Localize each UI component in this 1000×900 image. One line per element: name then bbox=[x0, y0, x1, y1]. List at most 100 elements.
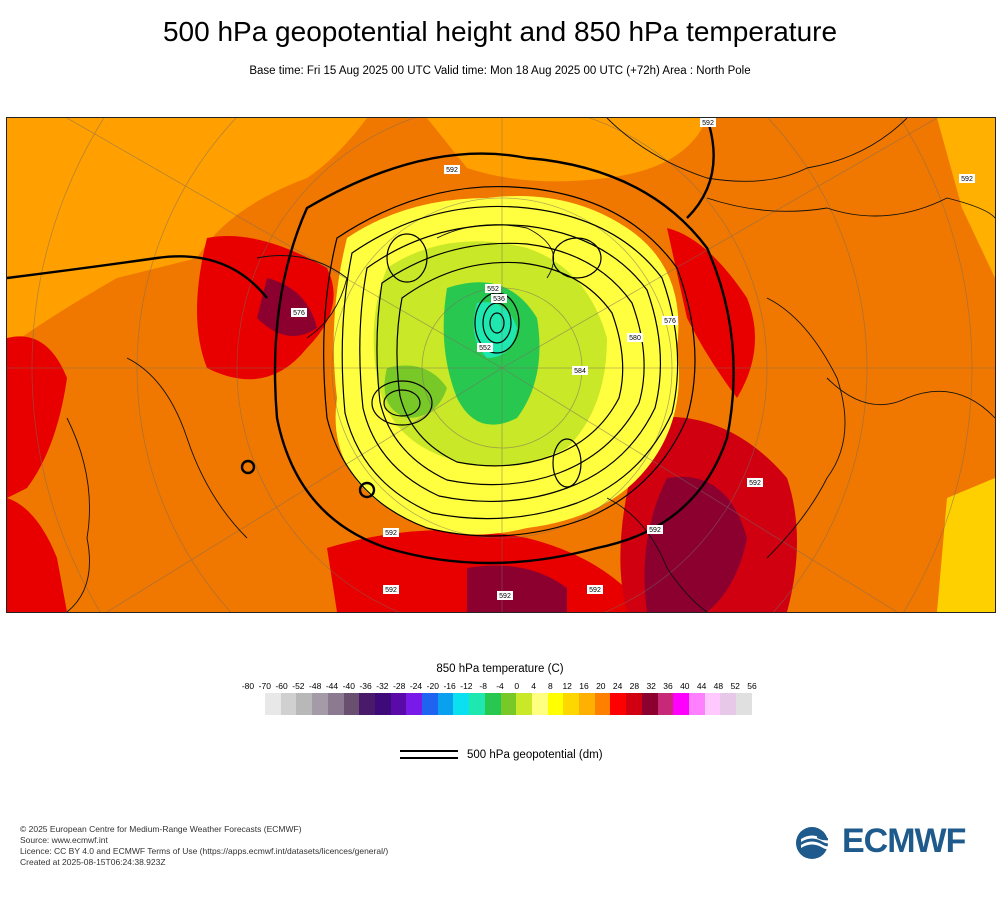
contour-label-2: 592 bbox=[385, 530, 397, 537]
legend-swatch bbox=[547, 693, 564, 715]
legend-swatch bbox=[657, 693, 674, 715]
legend-swatch bbox=[500, 693, 517, 715]
legend-tick-label: 48 bbox=[713, 681, 724, 691]
coastlines bbox=[66, 118, 995, 612]
credits: © 2025 European Centre for Medium-Range … bbox=[20, 824, 388, 868]
legend-tick-label: -12 bbox=[460, 681, 473, 691]
legend-swatch bbox=[484, 693, 501, 715]
legend-tick-label: 44 bbox=[696, 681, 707, 691]
legend-swatch bbox=[704, 693, 721, 715]
legend-tick-label: -24 bbox=[409, 681, 423, 691]
legend-swatch bbox=[736, 693, 752, 715]
contour-label-4: 592 bbox=[702, 120, 714, 127]
ecmwf-wordmark: ECMWF bbox=[842, 822, 966, 860]
contour-label-11: 536 bbox=[493, 296, 505, 303]
legend-swatch bbox=[422, 693, 438, 715]
legend-tick-label: 56 bbox=[747, 681, 757, 691]
legend-tick-label: -44 bbox=[325, 681, 339, 691]
legend-tick-label: 0 bbox=[514, 681, 520, 691]
legend-tick-label: -28 bbox=[393, 681, 406, 691]
map-panel[interactable]: 592 592 592 592 584 580 576 576 552 552 … bbox=[6, 117, 996, 613]
legend-title: 850 hPa temperature (C) bbox=[436, 663, 564, 675]
contour-label-16: 592 bbox=[961, 176, 973, 183]
contour-label-13: 592 bbox=[385, 587, 397, 594]
legend-tick-label: 32 bbox=[646, 681, 656, 691]
legend-tick-label: 24 bbox=[612, 681, 623, 691]
contour-label-7: 576 bbox=[664, 318, 676, 325]
legend-swatch bbox=[406, 693, 423, 715]
legend-tick-label: 20 bbox=[596, 681, 606, 691]
credits-copyright: © 2025 European Centre for Medium-Range … bbox=[20, 824, 302, 834]
legend-tick-label: -32 bbox=[376, 681, 389, 691]
contour-label-15: 592 bbox=[589, 587, 601, 594]
polar-map: 592 592 592 592 584 580 576 576 552 552 … bbox=[7, 118, 995, 612]
legend-tick-label: 8 bbox=[548, 681, 553, 691]
legend-tick-label: -48 bbox=[309, 681, 322, 691]
contour-label-10: 552 bbox=[479, 345, 491, 352]
credits-created: Created at 2025-08-15T06:24:38.923Z bbox=[20, 857, 166, 867]
legend-tick-label: -52 bbox=[292, 681, 305, 691]
legend-tick-label: -40 bbox=[342, 681, 355, 691]
contour-legend-line-icon bbox=[400, 750, 458, 764]
contour-label-14: 592 bbox=[649, 527, 661, 534]
temp-region-red-sw bbox=[7, 498, 67, 612]
contour-label-12: 592 bbox=[749, 480, 761, 487]
legend-tick-label: -4 bbox=[496, 681, 504, 691]
legend-tick-label: -16 bbox=[443, 681, 456, 691]
temp-region-ne bbox=[937, 118, 995, 278]
temp-region-darkred-w bbox=[257, 278, 317, 336]
legend-swatch bbox=[390, 693, 407, 715]
legend-swatch bbox=[359, 693, 375, 715]
chart-title: 500 hPa geopotential height and 850 hPa … bbox=[162, 16, 838, 47]
contour-label-6: 580 bbox=[629, 335, 641, 342]
legend-swatch bbox=[296, 693, 313, 715]
contour-legend-label: 500 hPa geopotential (dm) bbox=[467, 749, 603, 761]
legend-swatch bbox=[265, 693, 281, 715]
legend-swatch bbox=[280, 693, 297, 715]
legend-swatch bbox=[673, 693, 689, 715]
legend-tick-label: 4 bbox=[531, 681, 536, 691]
credits-licence: Licence: CC BY 4.0 and ECMWF Terms of Us… bbox=[20, 846, 389, 856]
legend-swatch bbox=[594, 693, 611, 715]
contour-labels: 592 592 592 592 584 580 576 576 552 552 … bbox=[291, 118, 975, 600]
legend-swatch bbox=[563, 693, 580, 715]
legend-tick-label: 36 bbox=[663, 681, 673, 691]
contour-label-5: 584 bbox=[574, 368, 586, 375]
legend-swatch bbox=[374, 693, 391, 715]
legend-swatch bbox=[641, 693, 658, 715]
temp-region-darkred-se bbox=[644, 476, 747, 612]
temp-region-se bbox=[937, 478, 995, 612]
legend-swatch bbox=[312, 693, 328, 715]
legend-swatch bbox=[688, 693, 705, 715]
legend-ticks: -80 -70 -60 -52 -48 -44 -40 -36 -32 -28 -24 -20 -16-… bbox=[237, 681, 757, 693]
ecmwf-logo-icon bbox=[796, 827, 839, 859]
legend-tick-label: -60 bbox=[275, 681, 288, 691]
legend-swatch bbox=[343, 693, 360, 715]
legend-swatch bbox=[720, 693, 737, 715]
ecmwf-logo: ECMWF bbox=[795, 822, 985, 862]
chart-subtitle: Base time: Fri 15 Aug 2025 00 UTC Valid … bbox=[249, 65, 751, 77]
temp-region-red-far-w bbox=[7, 336, 67, 498]
legend-swatch bbox=[516, 693, 532, 715]
legend-swatch bbox=[626, 693, 642, 715]
legend-tick-label: 16 bbox=[579, 681, 589, 691]
legend-swatch bbox=[437, 693, 454, 715]
temp-region-orange-n bbox=[427, 118, 707, 182]
legend-tick-label: 40 bbox=[680, 681, 690, 691]
legend-tick-label: -70 bbox=[258, 681, 271, 691]
legend-tick-label: -8 bbox=[479, 681, 487, 691]
legend-swatch bbox=[579, 693, 595, 715]
legend-tick-label: 28 bbox=[629, 681, 640, 691]
legend-tick-label: -80 bbox=[241, 681, 255, 691]
legend-swatch bbox=[469, 693, 485, 715]
legend-tick-label: 12 bbox=[562, 681, 572, 691]
geopotential-contours-bold bbox=[7, 118, 735, 565]
contour-label-1: 592 bbox=[446, 167, 458, 174]
legend-swatch bbox=[453, 693, 470, 715]
legend-tick-label: -20 bbox=[426, 681, 439, 691]
temperature-color-scale bbox=[265, 693, 752, 715]
legend-swatch bbox=[610, 693, 627, 715]
contour-label-3: 592 bbox=[499, 593, 511, 600]
contour-label-9: 552 bbox=[487, 286, 499, 293]
temp-region-darkred-s bbox=[467, 565, 567, 612]
